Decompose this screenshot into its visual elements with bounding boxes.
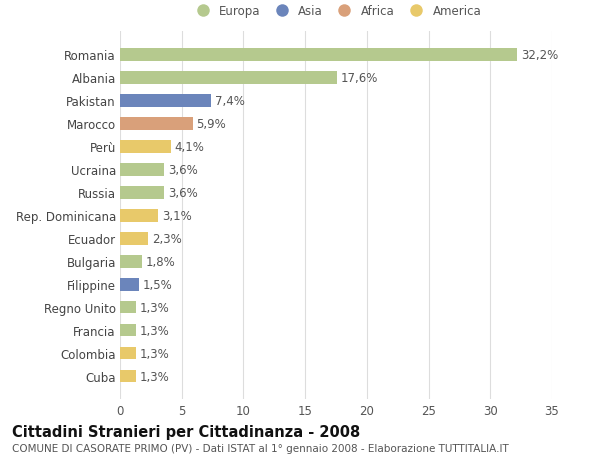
- Text: 7,4%: 7,4%: [215, 95, 245, 107]
- Text: Cittadini Stranieri per Cittadinanza - 2008: Cittadini Stranieri per Cittadinanza - 2…: [12, 425, 360, 440]
- Bar: [120, 370, 136, 383]
- Text: 4,1%: 4,1%: [175, 140, 204, 153]
- Bar: [120, 72, 337, 84]
- Text: 1,3%: 1,3%: [140, 324, 169, 337]
- Bar: [120, 232, 148, 245]
- Text: 17,6%: 17,6%: [341, 72, 379, 84]
- Bar: [120, 140, 170, 153]
- Bar: [120, 49, 517, 62]
- Text: 3,6%: 3,6%: [168, 186, 198, 199]
- Text: 1,3%: 1,3%: [140, 301, 169, 314]
- Text: 1,3%: 1,3%: [140, 347, 169, 360]
- Legend: Europa, Asia, Africa, America: Europa, Asia, Africa, America: [187, 1, 485, 21]
- Bar: [120, 301, 136, 314]
- Text: 1,5%: 1,5%: [142, 278, 172, 291]
- Bar: [120, 255, 142, 268]
- Bar: [120, 186, 164, 199]
- Text: 2,3%: 2,3%: [152, 232, 182, 245]
- Text: COMUNE DI CASORATE PRIMO (PV) - Dati ISTAT al 1° gennaio 2008 - Elaborazione TUT: COMUNE DI CASORATE PRIMO (PV) - Dati IST…: [12, 443, 509, 453]
- Text: 1,3%: 1,3%: [140, 370, 169, 383]
- Text: 1,8%: 1,8%: [146, 255, 176, 268]
- Bar: [120, 95, 211, 107]
- Text: 5,9%: 5,9%: [197, 118, 226, 130]
- Bar: [120, 209, 158, 222]
- Bar: [120, 278, 139, 291]
- Bar: [120, 118, 193, 130]
- Bar: [120, 347, 136, 360]
- Bar: [120, 163, 164, 176]
- Text: 3,1%: 3,1%: [162, 209, 192, 222]
- Text: 32,2%: 32,2%: [521, 49, 559, 62]
- Text: 3,6%: 3,6%: [168, 163, 198, 176]
- Bar: [120, 324, 136, 337]
